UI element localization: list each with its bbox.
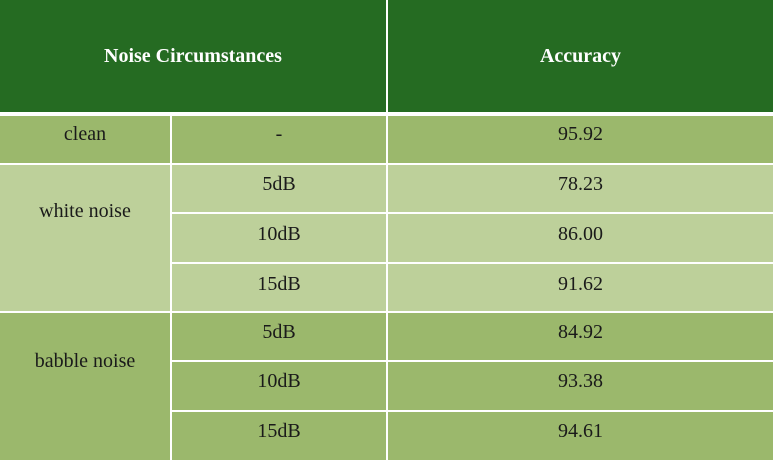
level-cell: 15dB <box>172 264 386 311</box>
accuracy-cell: 95.92 <box>388 116 773 163</box>
accuracy-cell: 93.38 <box>388 362 773 410</box>
level-cell: 5dB <box>172 165 386 212</box>
accuracy-cell: 94.61 <box>388 412 773 460</box>
level-cell: 10dB <box>172 362 386 410</box>
accuracy-cell: 84.92 <box>388 313 773 360</box>
level-cell: - <box>172 116 386 163</box>
group-label-clean: clean <box>0 116 170 163</box>
level-cell: 5dB <box>172 313 386 360</box>
group-label-white-noise: white noise <box>0 165 170 311</box>
level-cell: 10dB <box>172 214 386 262</box>
accuracy-cell: 91.62 <box>388 264 773 311</box>
header-accuracy: Accuracy <box>388 0 773 112</box>
level-cell: 15dB <box>172 412 386 460</box>
header-separator <box>0 112 773 116</box>
accuracy-cell: 86.00 <box>388 214 773 262</box>
accuracy-cell: 78.23 <box>388 165 773 212</box>
header-noise-circumstances: Noise Circumstances <box>0 0 386 112</box>
group-label-babble-noise: babble noise <box>0 313 170 460</box>
